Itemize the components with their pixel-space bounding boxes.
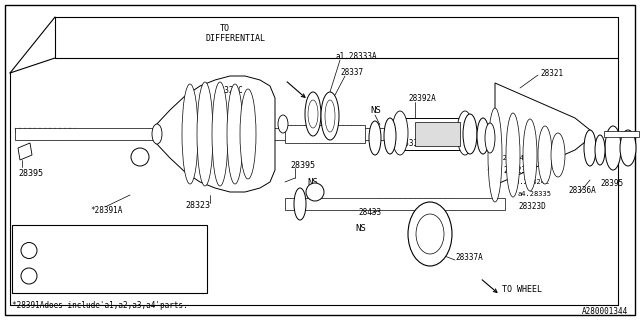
Bar — [285, 125, 365, 143]
Ellipse shape — [523, 119, 537, 191]
Ellipse shape — [605, 126, 621, 170]
Ellipse shape — [212, 82, 228, 186]
Text: 28323A: 28323A — [503, 165, 531, 174]
Ellipse shape — [152, 124, 162, 144]
Text: 28323: 28323 — [185, 201, 210, 210]
Text: 28323D: 28323D — [518, 202, 546, 211]
Text: 28336A: 28336A — [568, 186, 596, 195]
Ellipse shape — [392, 111, 408, 155]
Circle shape — [21, 268, 37, 284]
Ellipse shape — [325, 100, 335, 132]
Text: TO: TO — [220, 23, 230, 33]
Bar — [12, 225, 207, 293]
Polygon shape — [155, 76, 275, 192]
Ellipse shape — [305, 92, 321, 136]
Circle shape — [21, 243, 37, 259]
Ellipse shape — [595, 135, 605, 165]
Text: 2: 2 — [27, 271, 31, 281]
Ellipse shape — [227, 84, 243, 184]
Ellipse shape — [584, 130, 596, 166]
Ellipse shape — [408, 202, 452, 266]
Text: 28324B*A: 28324B*A — [52, 263, 89, 272]
Ellipse shape — [551, 133, 565, 177]
Ellipse shape — [477, 118, 489, 154]
Text: 28324A: 28324A — [52, 246, 80, 255]
Text: a3.28324C: a3.28324C — [512, 179, 550, 185]
Polygon shape — [495, 83, 590, 185]
Ellipse shape — [197, 82, 213, 186]
Ellipse shape — [506, 113, 520, 197]
Bar — [415, 122, 460, 146]
Text: DIFFERENTIAL: DIFFERENTIAL — [205, 34, 265, 43]
Bar — [15, 128, 530, 140]
Text: 28324C: 28324C — [52, 229, 80, 238]
Ellipse shape — [182, 84, 198, 184]
Ellipse shape — [485, 123, 495, 153]
Text: NS: NS — [370, 106, 381, 115]
Text: TO WHEEL: TO WHEEL — [502, 285, 542, 294]
Text: CVT: CVT — [137, 246, 151, 255]
Text: *28391Adoes include'a1,a2,a3,a4'parts.: *28391Adoes include'a1,a2,a3,a4'parts. — [12, 300, 188, 309]
Circle shape — [131, 148, 149, 166]
Ellipse shape — [321, 92, 339, 140]
Text: 28337A: 28337A — [455, 252, 483, 261]
Text: 28324: 28324 — [52, 280, 75, 289]
Bar — [604, 131, 639, 137]
Text: 6MT: 6MT — [137, 263, 151, 272]
Ellipse shape — [538, 126, 552, 184]
Text: 28333: 28333 — [395, 139, 418, 148]
Text: 28337: 28337 — [340, 68, 363, 76]
Text: 28395: 28395 — [290, 161, 315, 170]
Text: 1: 1 — [138, 153, 142, 162]
Ellipse shape — [416, 214, 444, 254]
Text: *28391A: *28391A — [90, 205, 122, 214]
Text: 28395: 28395 — [18, 169, 43, 178]
Ellipse shape — [620, 130, 636, 166]
Ellipse shape — [278, 115, 288, 133]
Text: A280001344: A280001344 — [582, 308, 628, 316]
Circle shape — [306, 183, 324, 201]
Ellipse shape — [488, 108, 502, 202]
Bar — [285, 198, 505, 210]
Ellipse shape — [384, 118, 396, 154]
Ellipse shape — [240, 89, 256, 179]
Text: a4.28335: a4.28335 — [518, 191, 552, 197]
Text: 1: 1 — [27, 246, 31, 255]
Ellipse shape — [294, 188, 306, 220]
Text: 28323C: 28323C — [215, 85, 243, 94]
Ellipse shape — [463, 114, 477, 154]
Text: 28433: 28433 — [358, 207, 381, 217]
Text: NS: NS — [355, 223, 365, 233]
Polygon shape — [18, 143, 32, 160]
Text: a2.28324B*B: a2.28324B*B — [490, 155, 537, 161]
Bar — [400, 118, 465, 150]
Text: 28392A: 28392A — [408, 93, 436, 102]
Ellipse shape — [457, 111, 473, 155]
Text: 6MT: 6MT — [137, 229, 151, 238]
Ellipse shape — [308, 100, 318, 128]
Ellipse shape — [369, 121, 381, 155]
Text: a1.28333A: a1.28333A — [335, 52, 376, 60]
Text: CVT: CVT — [137, 280, 151, 289]
Text: NS: NS — [307, 178, 317, 187]
Text: 2: 2 — [313, 188, 317, 196]
Text: 28395: 28395 — [600, 179, 623, 188]
Text: 28321: 28321 — [540, 68, 563, 77]
